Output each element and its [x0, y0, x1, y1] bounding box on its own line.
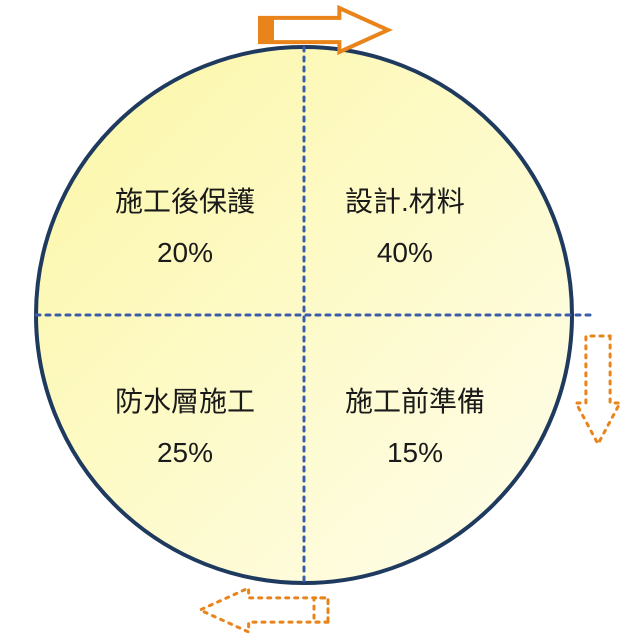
quad-value: 25% [115, 431, 255, 476]
arrow-bottom-icon [200, 588, 328, 632]
quad-title: 設計.材料 [345, 180, 465, 225]
quad-value: 40% [345, 231, 465, 276]
diagram-svg [0, 0, 624, 640]
arrow-top-icon [260, 8, 388, 52]
arrow-right-icon [576, 336, 620, 444]
quad-title: 施工後保護 [115, 180, 255, 225]
quad-value: 15% [345, 431, 485, 476]
quad-title: 施工前準備 [345, 380, 485, 425]
quadrant-top-left: 施工後保護 20% [115, 180, 255, 276]
diagram-stage: 施工後保護 20% 設計.材料 40% 防水層施工 25% 施工前準備 15% [0, 0, 624, 640]
quadrant-bottom-right: 施工前準備 15% [345, 380, 485, 476]
quadrant-top-right: 設計.材料 40% [345, 180, 465, 276]
quadrant-bottom-left: 防水層施工 25% [115, 380, 255, 476]
quad-value: 20% [115, 231, 255, 276]
quad-title: 防水層施工 [115, 380, 255, 425]
